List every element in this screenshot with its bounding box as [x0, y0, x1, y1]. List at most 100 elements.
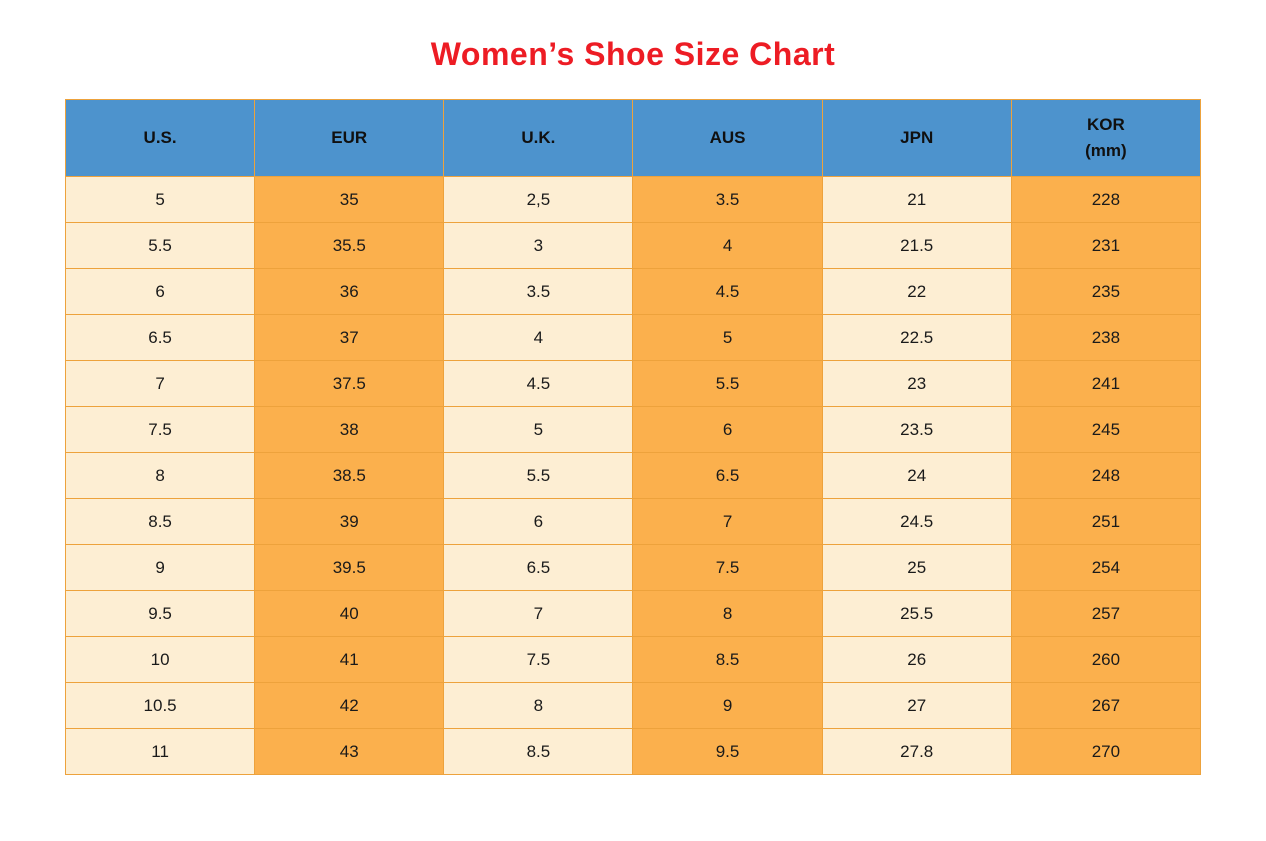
table-cell: 260	[1010, 636, 1202, 683]
table-row: 7.5 38 5 6 23.5 245	[64, 406, 1202, 453]
table-cell: 27	[821, 682, 1012, 729]
table-cell: 24	[821, 452, 1012, 499]
table-cell: 5.5	[443, 452, 634, 499]
table-cell: 9.5	[64, 590, 256, 637]
table-cell: 7	[443, 590, 634, 637]
table-cell: 10.5	[64, 682, 256, 729]
table-cell: 3	[443, 222, 634, 269]
table-row: 10 41 7.5 8.5 26 260	[64, 636, 1202, 683]
table-cell: 43	[254, 728, 445, 775]
table-cell: 37.5	[254, 360, 445, 407]
table-cell: 25.5	[821, 590, 1012, 637]
table-cell: 6	[64, 268, 256, 315]
table-cell: 39	[254, 498, 445, 545]
table-cell: 35.5	[254, 222, 445, 269]
table-cell: 7	[632, 498, 823, 545]
table-row: 6 36 3.5 4.5 22 235	[64, 268, 1202, 315]
table-cell: 5	[632, 314, 823, 361]
table-cell: 22.5	[821, 314, 1012, 361]
table-cell: 241	[1010, 360, 1202, 407]
column-header-jpn: JPN	[821, 99, 1012, 177]
table-cell: 251	[1010, 498, 1202, 545]
table-cell: 9	[632, 682, 823, 729]
table-cell: 257	[1010, 590, 1202, 637]
table-cell: 4.5	[632, 268, 823, 315]
table-cell: 39.5	[254, 544, 445, 591]
table-cell: 8	[443, 682, 634, 729]
table-cell: 7.5	[64, 406, 256, 453]
table-cell: 38	[254, 406, 445, 453]
table-cell: 5.5	[632, 360, 823, 407]
table-cell: 38.5	[254, 452, 445, 499]
table-cell: 26	[821, 636, 1012, 683]
table-cell: 40	[254, 590, 445, 637]
table-cell: 22	[821, 268, 1012, 315]
table-row: 10.5 42 8 9 27 267	[64, 682, 1202, 729]
table-cell: 5	[443, 406, 634, 453]
table-row: 8 38.5 5.5 6.5 24 248	[64, 452, 1202, 499]
table-cell: 8.5	[64, 498, 256, 545]
table-cell: 7.5	[443, 636, 634, 683]
table-cell: 27.8	[821, 728, 1012, 775]
table-cell: 4	[632, 222, 823, 269]
table-cell: 11	[64, 728, 256, 775]
column-header-aus: AUS	[632, 99, 823, 177]
table-cell: 25	[821, 544, 1012, 591]
table-cell: 24.5	[821, 498, 1012, 545]
table-cell: 3.5	[632, 176, 823, 223]
table-cell: 36	[254, 268, 445, 315]
table-row: 5 35 2,5 3.5 21 228	[64, 176, 1202, 223]
table-cell: 4	[443, 314, 634, 361]
table-cell: 7.5	[632, 544, 823, 591]
table-cell: 35	[254, 176, 445, 223]
table-cell: 8.5	[443, 728, 634, 775]
column-header-eur: EUR	[254, 99, 445, 177]
table-cell: 248	[1010, 452, 1202, 499]
table-cell: 21.5	[821, 222, 1012, 269]
header-row: U.S. EUR U.K. AUS JPN KOR (mm)	[64, 99, 1202, 177]
table-cell: 7	[64, 360, 256, 407]
table-cell: 6	[443, 498, 634, 545]
table-cell: 9	[64, 544, 256, 591]
table-cell: 2,5	[443, 176, 634, 223]
table-cell: 9.5	[632, 728, 823, 775]
table-cell: 8.5	[632, 636, 823, 683]
table-row: 9 39.5 6.5 7.5 25 254	[64, 544, 1202, 591]
table-cell: 6.5	[443, 544, 634, 591]
table-row: 11 43 8.5 9.5 27.8 270	[64, 728, 1202, 775]
table-row: 7 37.5 4.5 5.5 23 241	[64, 360, 1202, 407]
table-cell: 42	[254, 682, 445, 729]
table-row: 6.5 37 4 5 22.5 238	[64, 314, 1202, 361]
table-cell: 8	[64, 452, 256, 499]
table-cell: 228	[1010, 176, 1202, 223]
page-title: Women’s Shoe Size Chart	[430, 36, 836, 72]
table-row: 9.5 40 7 8 25.5 257	[64, 590, 1202, 637]
table-header: U.S. EUR U.K. AUS JPN KOR (mm)	[64, 99, 1202, 177]
table-cell: 267	[1010, 682, 1202, 729]
table-body: 5 35 2,5 3.5 21 228 5.5 35.5 3 4 21.5 231 6 36 3.5 4.5 2…	[64, 176, 1202, 775]
table-cell: 3.5	[443, 268, 634, 315]
table-cell: 254	[1010, 544, 1202, 591]
table-cell: 231	[1010, 222, 1202, 269]
table-cell: 270	[1010, 728, 1202, 775]
table-cell: 37	[254, 314, 445, 361]
table-row: 5.5 35.5 3 4 21.5 231	[64, 222, 1202, 269]
table-cell: 23	[821, 360, 1012, 407]
table-cell: 23.5	[821, 406, 1012, 453]
table-cell: 21	[821, 176, 1012, 223]
table-cell: 5.5	[64, 222, 256, 269]
table-cell: 5	[64, 176, 256, 223]
column-header-u-k: U.K.	[443, 99, 634, 177]
column-header-kor-mm: KOR (mm)	[1010, 99, 1202, 177]
table-cell: 10	[64, 636, 256, 683]
column-header-u-s: U.S.	[64, 99, 256, 177]
table-cell: 245	[1010, 406, 1202, 453]
table-cell: 6.5	[64, 314, 256, 361]
table-cell: 238	[1010, 314, 1202, 361]
size-chart-table: U.S. EUR U.K. AUS JPN KOR (mm) 5 35 2,5 3.5 21 228…	[64, 99, 1202, 775]
table-cell: 41	[254, 636, 445, 683]
table-row: 8.5 39 6 7 24.5 251	[64, 498, 1202, 545]
table-cell: 8	[632, 590, 823, 637]
table-cell: 235	[1010, 268, 1202, 315]
